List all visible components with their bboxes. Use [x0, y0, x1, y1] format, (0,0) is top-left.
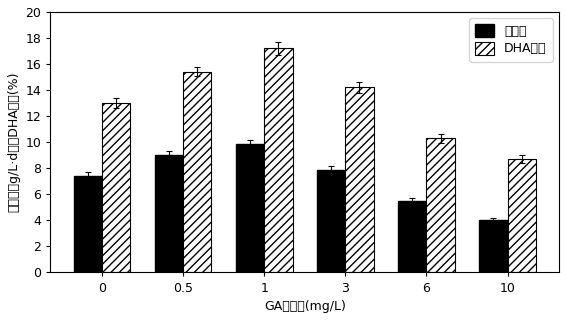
Bar	[317, 170, 345, 272]
Bar	[236, 143, 264, 272]
Bar	[426, 138, 455, 272]
Y-axis label: 生物量（g/L·d）和DHA含量(%): 生物量（g/L·d）和DHA含量(%)	[7, 72, 20, 212]
Bar	[74, 176, 102, 272]
Legend: 生物量, DHA含量: 生物量, DHA含量	[469, 18, 553, 62]
Bar	[183, 72, 212, 272]
Bar	[345, 87, 374, 272]
X-axis label: GA添加量(mg/L): GA添加量(mg/L)	[264, 300, 346, 313]
Bar	[264, 48, 293, 272]
Bar	[508, 159, 536, 272]
Bar	[155, 155, 183, 272]
Bar	[102, 103, 130, 272]
Bar	[398, 201, 426, 272]
Bar	[479, 220, 508, 272]
